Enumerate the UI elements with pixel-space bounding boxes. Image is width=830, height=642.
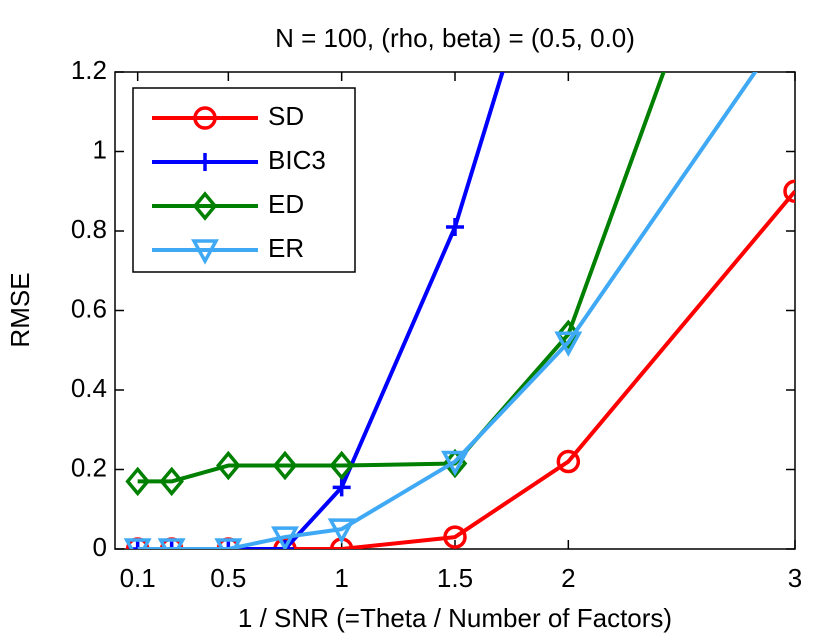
point-marker — [327, 518, 356, 544]
legend-box — [132, 87, 356, 273]
point-marker — [556, 449, 581, 474]
point-marker — [441, 450, 469, 477]
series-line — [137, 72, 505, 549]
y-tick-label: 0.6 — [71, 293, 107, 323]
point-marker — [128, 540, 147, 549]
point-marker — [783, 179, 795, 203]
point-marker — [446, 218, 464, 237]
point-marker — [332, 478, 351, 497]
legend-label: ER — [268, 233, 304, 263]
legend-marker — [196, 153, 214, 171]
legend-marker — [192, 191, 218, 221]
x-axis-label: 1 / SNR (=Theta / Number of Factors) — [238, 603, 672, 633]
point-marker — [216, 450, 241, 481]
x-tick-label: 1 — [334, 563, 348, 593]
point-marker — [271, 526, 299, 549]
legend-marker — [191, 239, 219, 265]
point-marker — [276, 540, 294, 549]
legend-label: BIC3 — [268, 145, 326, 175]
y-tick-label: 0.2 — [71, 452, 107, 482]
legend: SD BIC3 ED ER — [132, 87, 356, 273]
plot-frame — [114, 71, 796, 550]
legend-label: SD — [268, 101, 304, 131]
legend-label: ED — [268, 189, 304, 219]
legend-marker — [193, 106, 217, 130]
y-axis-label: RMSE — [5, 272, 35, 347]
point-marker — [219, 540, 238, 549]
y-tick-label: 0.4 — [71, 373, 107, 403]
chart-title: N = 100, (rho, beta) = (0.5, 0.0) — [275, 23, 635, 53]
x-tick-label: 1.5 — [437, 563, 473, 593]
point-marker — [162, 540, 181, 549]
series-line — [137, 72, 758, 549]
y-tick-label: 1 — [93, 134, 107, 164]
x-tick-label: 0.5 — [210, 563, 246, 593]
x-tick-label: 0.1 — [120, 563, 156, 593]
plot-area — [123, 72, 795, 549]
y-tick-label: 0 — [93, 532, 107, 562]
point-marker — [329, 450, 354, 481]
point-marker — [157, 538, 186, 549]
point-marker — [159, 466, 184, 497]
point-marker — [272, 450, 298, 481]
series-line — [137, 189, 795, 549]
point-marker — [125, 466, 150, 497]
x-tick-label: 3 — [788, 563, 802, 593]
x-tick-label: 2 — [561, 563, 575, 593]
point-marker — [554, 331, 583, 357]
point-marker — [214, 538, 243, 549]
y-tick-label: 1.2 — [71, 55, 107, 85]
point-marker — [123, 538, 152, 549]
y-tick-label: 0.8 — [71, 214, 107, 244]
point-marker — [443, 525, 467, 549]
